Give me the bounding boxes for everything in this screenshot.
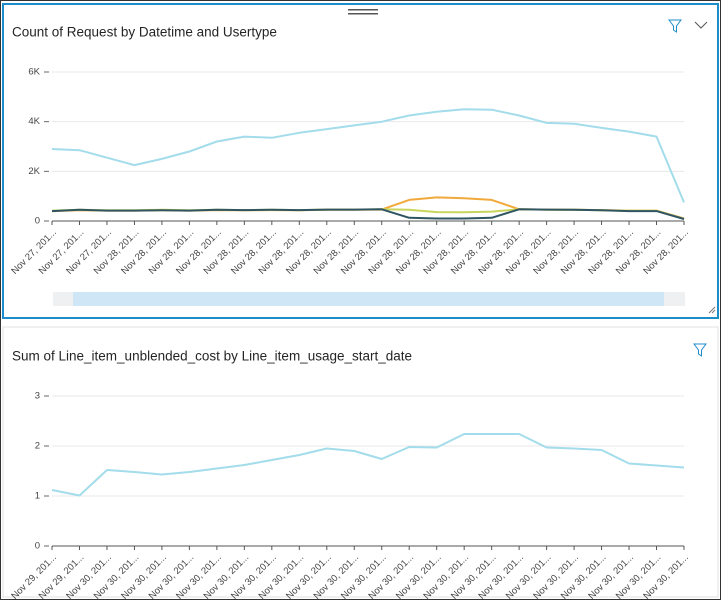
y-tick-label: 2K [28, 166, 40, 177]
panel-1 [2, 3, 719, 319]
line-series [51, 208, 685, 220]
filter-icon[interactable] [668, 19, 682, 33]
y-tick-label: 4K [28, 116, 40, 127]
resize-grip[interactable] [708, 306, 716, 314]
line-series [51, 108, 685, 203]
chart-title: Sum of Line_item_unblended_cost by Line_… [12, 349, 412, 364]
y-tick-label: 0 [35, 541, 40, 552]
line-series [51, 433, 685, 497]
y-tick-label: 1 [35, 491, 40, 502]
panel-2 [2, 326, 719, 598]
scrollbar-thumb[interactable] [73, 292, 664, 306]
y-tick-label: 6K [28, 67, 40, 78]
chevron-icon[interactable] [694, 21, 708, 29]
filter-icon[interactable] [693, 343, 707, 357]
drag-handle[interactable] [348, 9, 378, 15]
y-tick-label: 0 [35, 216, 40, 227]
y-tick-label: 3 [35, 391, 40, 402]
y-tick-label: 2 [35, 441, 40, 452]
chart-title: Count of Request by Datetime and Usertyp… [12, 25, 277, 40]
